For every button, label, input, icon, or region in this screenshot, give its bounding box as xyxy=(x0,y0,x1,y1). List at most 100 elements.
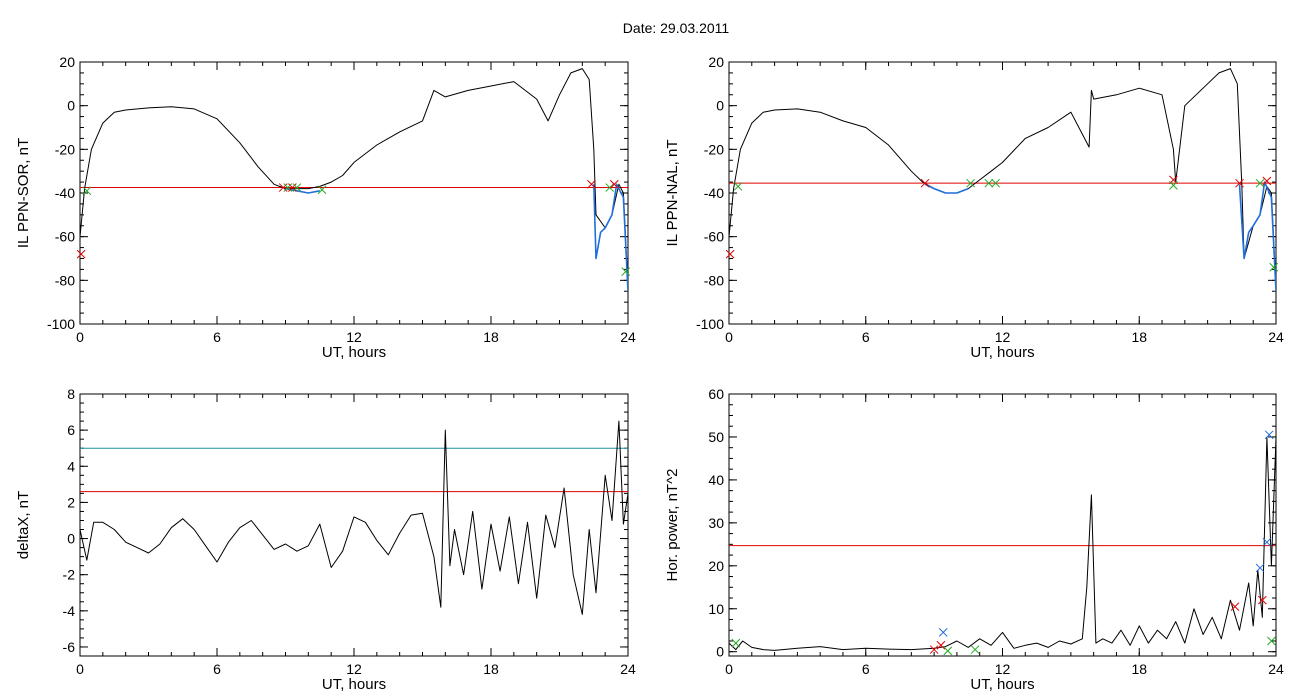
marker-stroke xyxy=(1169,181,1178,190)
y-tick-label: 2 xyxy=(67,494,75,510)
series-line-2 xyxy=(285,187,320,194)
y-tick-label: -20 xyxy=(55,141,75,157)
plot-frame xyxy=(728,61,1277,325)
marker-stroke xyxy=(1267,636,1276,646)
marker-cross xyxy=(1255,563,1265,573)
y-tick-label: 50 xyxy=(708,429,724,445)
y-tick-label: 20 xyxy=(59,54,75,70)
marker-stroke xyxy=(283,183,293,192)
marker-stroke xyxy=(943,646,953,656)
marker-stroke xyxy=(936,640,946,650)
marker-stroke xyxy=(725,249,735,259)
marker-cross xyxy=(984,178,994,188)
x-tick-label: 12 xyxy=(995,661,1011,677)
y-tick-label: 6 xyxy=(67,422,75,438)
marker-stroke xyxy=(1269,262,1279,272)
marker-cross xyxy=(287,183,297,192)
y-tick-label: -100 xyxy=(696,316,724,332)
marker-cross xyxy=(292,183,302,192)
y-axis-label: IL PPN-SOR, nT xyxy=(15,138,32,248)
marker-stroke xyxy=(731,638,741,648)
marker-cross xyxy=(605,183,615,192)
marker-stroke xyxy=(278,183,288,192)
figure-title: Date: 29.03.2011 xyxy=(623,20,730,36)
marker-stroke xyxy=(1255,178,1265,188)
marker-stroke xyxy=(970,645,980,654)
x-tick-label: 0 xyxy=(725,329,733,345)
y-tick-label: -4 xyxy=(63,603,76,619)
marker-cross xyxy=(1264,430,1274,440)
y-tick-label: -60 xyxy=(704,229,724,245)
y-axis-label: deltaX, nT xyxy=(15,491,32,559)
marker-cross xyxy=(929,645,939,654)
marker-cross xyxy=(1269,262,1279,272)
series-line-2 xyxy=(924,183,969,194)
plot-frame xyxy=(728,393,1277,657)
marker-cross xyxy=(587,179,596,189)
plot-frame xyxy=(79,393,629,657)
x-tick-label: 24 xyxy=(620,661,636,677)
plot-area xyxy=(729,68,1276,292)
series-line-3 xyxy=(1238,181,1276,292)
marker-cross xyxy=(725,249,735,259)
marker-stroke xyxy=(984,178,994,188)
x-tick-label: 18 xyxy=(483,661,499,677)
y-tick-label: 40 xyxy=(708,472,724,488)
marker-cross xyxy=(1262,537,1272,547)
chart-panel-1: 0 6 12 18 24 -100 -80 -60 -40 -20 0 20 UT, hours IL P… xyxy=(15,54,636,361)
marker-cross xyxy=(966,178,975,188)
marker-stroke xyxy=(609,179,619,189)
y-tick-label: -2 xyxy=(63,567,76,583)
x-tick-label: 24 xyxy=(1268,661,1284,677)
x-tick-label: 0 xyxy=(76,661,84,677)
marker-cross xyxy=(943,646,953,656)
marker-cross xyxy=(1262,176,1272,186)
marker-cross xyxy=(1230,602,1240,611)
series-line-1 xyxy=(729,68,1276,292)
y-tick-label: 0 xyxy=(67,531,75,547)
x-axis-label: UT, hours xyxy=(322,344,386,361)
marker-stroke xyxy=(587,179,596,189)
marker-cross xyxy=(1255,178,1265,188)
marker-stroke xyxy=(991,178,1001,188)
marker-stroke xyxy=(929,645,939,654)
marker-stroke xyxy=(1255,563,1265,573)
y-tick-label: 20 xyxy=(708,558,724,574)
y-tick-label: -40 xyxy=(55,185,75,201)
marker-cross xyxy=(1235,178,1244,188)
y-tick-label: -20 xyxy=(704,141,724,157)
marker-cross xyxy=(278,183,288,192)
y-tick-label: 8 xyxy=(67,386,75,402)
y-tick-label: 0 xyxy=(716,644,724,660)
x-tick-label: 24 xyxy=(620,329,636,345)
marker-cross xyxy=(1257,595,1267,605)
x-tick-label: 0 xyxy=(725,661,733,677)
x-tick-label: 24 xyxy=(1268,329,1284,345)
x-axis-label: UT, hours xyxy=(970,676,1034,693)
y-tick-label: -40 xyxy=(704,185,724,201)
series-line-1 xyxy=(80,68,628,292)
x-tick-label: 12 xyxy=(995,329,1011,345)
x-tick-label: 18 xyxy=(483,329,499,345)
marker-stroke xyxy=(966,178,975,188)
y-tick-label: 0 xyxy=(716,98,724,114)
marker-cross xyxy=(609,179,619,189)
marker-cross xyxy=(733,182,743,191)
marker-stroke xyxy=(76,249,86,259)
marker-cross xyxy=(920,178,930,188)
marker-cross xyxy=(991,178,1001,188)
marker-stroke xyxy=(287,183,297,192)
y-tick-label: -80 xyxy=(55,272,75,288)
plot-frame xyxy=(79,61,629,325)
marker-stroke xyxy=(1235,178,1244,188)
y-tick-label: 4 xyxy=(67,458,75,474)
marker-stroke xyxy=(317,185,327,195)
marker-cross xyxy=(936,640,946,650)
x-tick-label: 12 xyxy=(346,329,362,345)
chart-panel-2: 0 6 12 18 24 -100 -80 -60 -40 -20 0 20 UT, hours IL P… xyxy=(664,54,1284,361)
y-tick-label: 10 xyxy=(708,601,724,617)
marker-stroke xyxy=(938,628,948,637)
marker-stroke xyxy=(920,178,930,188)
plot-area xyxy=(729,436,1276,651)
series-line-1 xyxy=(729,436,1276,651)
